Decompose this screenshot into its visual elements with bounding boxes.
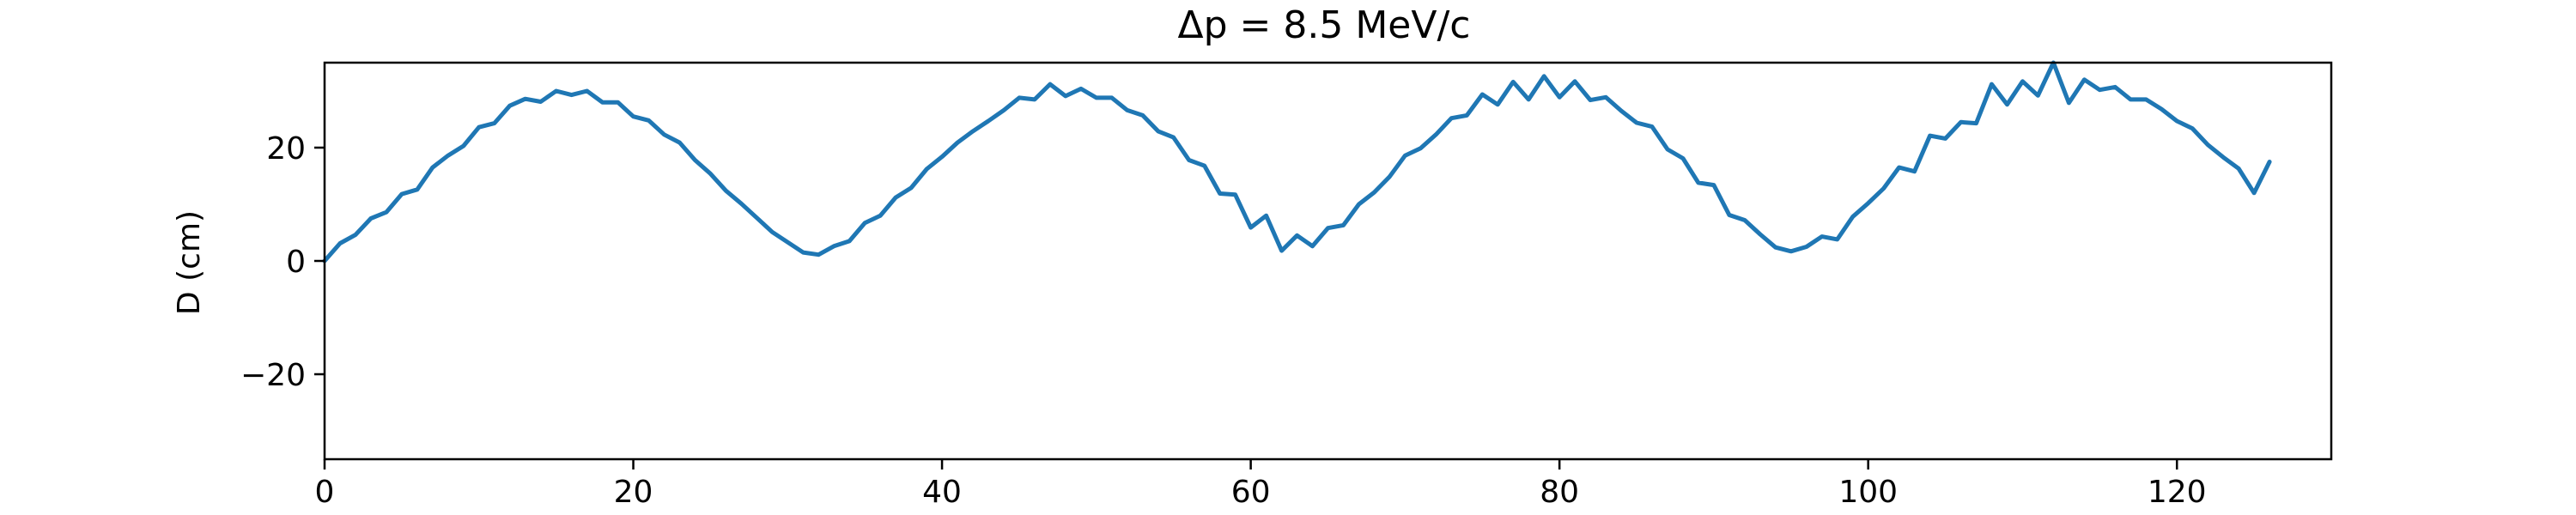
y-tick-label: 20 [266, 131, 306, 167]
series-line-0 [322, 60, 2272, 264]
x-tick-label: 40 [922, 475, 962, 510]
plot-area [322, 60, 2272, 264]
x-tick-label: 80 [1540, 475, 1579, 510]
x-tick-label: 120 [2148, 475, 2207, 510]
x-tick-label: 60 [1231, 475, 1271, 510]
y-tick-label: −20 [240, 358, 306, 393]
y-axis: −20 0 20 [240, 131, 325, 393]
x-tick-label: 20 [614, 475, 653, 510]
y-tick-label: 0 [286, 245, 306, 280]
chart-title: Δp = 8.5 MeV/c [1178, 3, 1471, 47]
x-tick-label: 0 [315, 475, 335, 510]
plot-frame [323, 61, 2333, 461]
y-axis-label: D (cm) [172, 210, 207, 315]
x-tick-label: 100 [1838, 475, 1898, 510]
x-axis: 0 20 40 60 80 100 120 [315, 459, 2207, 510]
